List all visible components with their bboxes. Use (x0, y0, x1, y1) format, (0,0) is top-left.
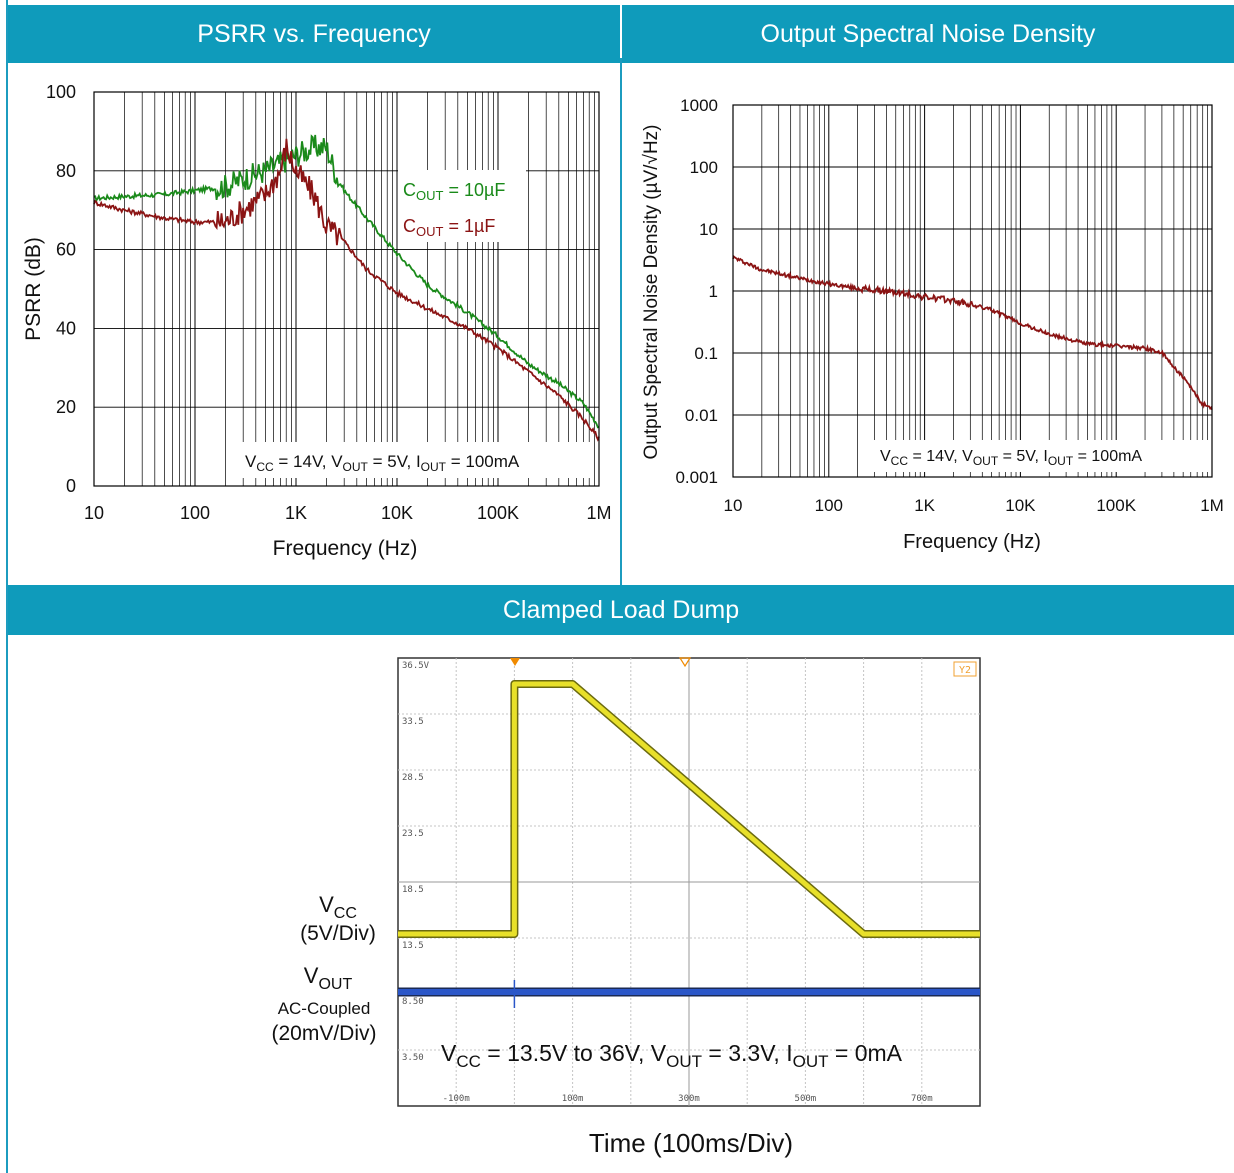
noise-x-tick-label: 10K (1005, 496, 1036, 515)
psrr-y-tick-label: 80 (56, 161, 76, 181)
vout-scale-label: (20mV/Div) (271, 1022, 376, 1045)
dump-panel-header: Clamped Load Dump (8, 585, 1234, 635)
noise-series-group (732, 255, 1213, 411)
scope-y-label: 13.5 (402, 941, 424, 951)
noise-y-tick-label: 10 (699, 220, 718, 239)
noise-chart: 10 100 1K 10K 100K 1M 0.001 0.01 0.1 1 10 100 1000 F… (641, 96, 1224, 553)
noise-plot-border (732, 104, 1213, 478)
noise-x-axis-label: Frequency (Hz) (903, 531, 1041, 553)
scope-series-group (398, 680, 980, 1008)
psrr-y-axis-label: PSRR (dB) (22, 237, 45, 341)
noise-series-line (732, 255, 1213, 411)
noise-panel-title: Output Spectral Noise Density (760, 20, 1096, 48)
psrr-y-tick-label: 40 (56, 318, 76, 338)
psrr-x-axis-label: Frequency (Hz) (273, 537, 418, 560)
psrr-annotation: VCC = 14V, VOUT = 5V, IOUT = 100mA (245, 452, 520, 474)
noise-y-tick-label: 0.1 (694, 344, 718, 363)
scope-x-label: 700m (911, 1094, 933, 1104)
scope-x-label: -100m (443, 1094, 470, 1104)
trigger-marker-icon (510, 658, 520, 666)
psrr-tick-labels: 10 100 1K 10K 100K 1M 0 20 40 60 80 100 (46, 82, 612, 523)
psrr-panel-title: PSRR vs. Frequency (197, 20, 431, 48)
noise-y-tick-label: 1000 (680, 96, 718, 115)
load-dump-chart: Y2 36.5V 33.5 28.5 23.5 18.5 13.5 8.50 3.50 -100… (271, 657, 981, 1158)
noise-grid (732, 105, 1212, 477)
noise-y-tick-label: 0.01 (685, 406, 718, 425)
vcc-channel-label: VCC (319, 892, 357, 922)
psrr-y-tick-label: 100 (46, 82, 76, 102)
scope-x-label: 300m (678, 1094, 700, 1104)
scope-y-label: 3.50 (402, 1053, 424, 1063)
vout-coupling-label: AC-Coupled (278, 999, 371, 1018)
noise-x-tick-label: 100 (815, 496, 843, 515)
psrr-plot-border (93, 91, 600, 487)
vout-channel-label: VOUT (304, 963, 353, 993)
psrr-series-cout-10uf (93, 134, 600, 429)
psrr-y-tick-label: 0 (66, 476, 76, 496)
noise-x-tick-label: 1K (914, 496, 935, 515)
scope-annotation: VCC = 13.5V to 36V, VOUT = 3.3V, IOUT = … (441, 1040, 903, 1071)
scope-x-label: 500m (795, 1094, 817, 1104)
scope-y-label: 33.5 (402, 717, 424, 727)
psrr-x-tick-label: 100K (477, 503, 519, 523)
noise-y-tick-label: 1 (709, 282, 718, 301)
psrr-legend-10uf: COUT = 10µF (403, 180, 505, 203)
dump-panel-title: Clamped Load Dump (502, 596, 740, 624)
noise-x-tick-label: 100K (1096, 496, 1136, 515)
scope-axis-labels: 36.5V 33.5 28.5 23.5 18.5 13.5 8.50 3.50 -100m 10… (402, 661, 933, 1104)
noise-panel-header: Output Spectral Noise Density (622, 5, 1234, 63)
noise-annotation-bg (872, 440, 1210, 472)
psrr-x-tick-label: 1K (285, 503, 307, 523)
psrr-series-cout-1uf (93, 138, 600, 442)
psrr-grid (93, 92, 599, 486)
noise-y-axis-label: Output Spectral Noise Density (µV/√Hz) (641, 125, 662, 460)
scope-x-axis-label: Time (100ms/Div) (589, 1128, 793, 1158)
noise-y-tick-label: 100 (690, 158, 718, 177)
center-marker-icon (678, 657, 692, 668)
scope-y-label: 18.5 (402, 885, 424, 895)
panel-divider (620, 58, 622, 585)
psrr-series-group (93, 134, 600, 442)
noise-x-tick-label: 1M (1200, 496, 1224, 515)
psrr-panel-header: PSRR vs. Frequency (8, 5, 620, 63)
psrr-y-tick-label: 60 (56, 240, 76, 260)
psrr-x-tick-label: 10 (84, 503, 104, 523)
y2-marker-label: Y2 (959, 665, 971, 676)
psrr-x-tick-label: 100 (180, 503, 210, 523)
noise-x-tick-label: 10 (724, 496, 743, 515)
scope-y-label: 23.5 (402, 829, 424, 839)
scope-y-label: 36.5V (402, 661, 430, 671)
psrr-chart: 10 100 1K 10K 100K 1M 0 20 40 60 80 100 Frequency (… (22, 82, 612, 560)
psrr-legend-1uf: COUT = 1µF (403, 216, 495, 239)
scope-x-label: 100m (562, 1094, 584, 1104)
scope-y-label: 28.5 (402, 773, 424, 783)
noise-annotation: VCC = 14V, VOUT = 5V, IOUT = 100mA (880, 448, 1142, 468)
scope-y-label: 8.50 (402, 997, 424, 1007)
psrr-x-tick-label: 10K (381, 503, 413, 523)
vcc-scale-label: (5V/Div) (300, 922, 376, 945)
noise-tick-labels: 10 100 1K 10K 100K 1M 0.001 0.01 0.1 1 10 100 1000 (675, 96, 1223, 515)
vcc-trace (398, 681, 980, 937)
figure-frame (6, 0, 1232, 1173)
psrr-y-tick-label: 20 (56, 397, 76, 417)
noise-y-tick-label: 0.001 (675, 468, 718, 487)
psrr-x-tick-label: 1M (586, 503, 611, 523)
psrr-annotation-bg (238, 442, 590, 478)
y2-marker-box (953, 661, 977, 677)
psrr-legend-bg (398, 170, 526, 242)
